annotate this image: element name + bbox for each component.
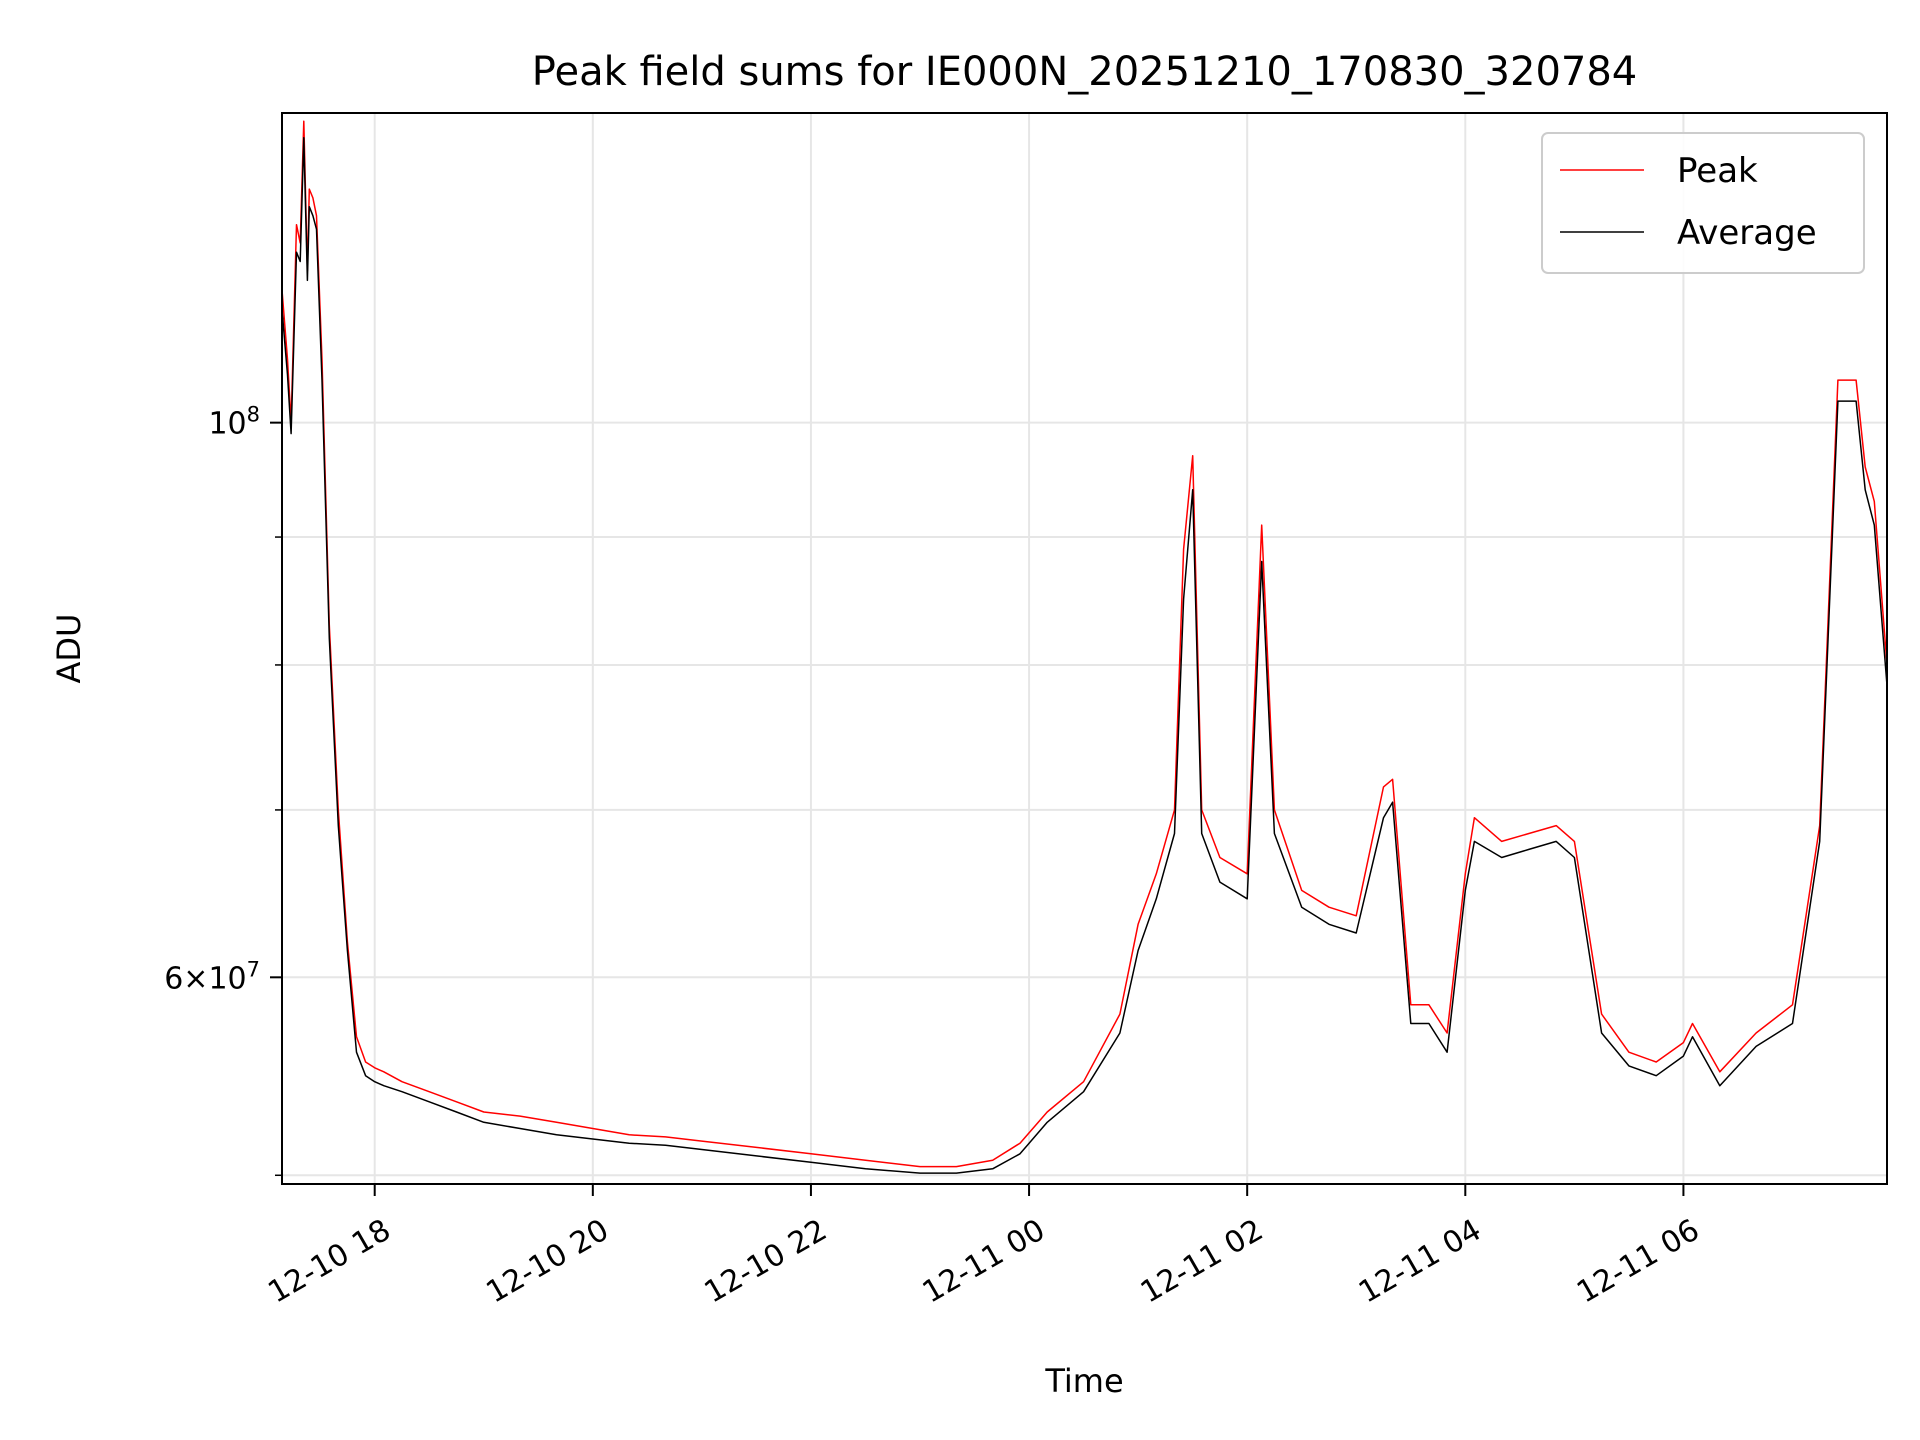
legend: Peak Average	[1541, 132, 1865, 274]
x-tick-label: 12-11 06	[1571, 1213, 1705, 1311]
x-tick-label: 12-11 00	[917, 1213, 1051, 1311]
x-tick-label: 12-10 20	[481, 1213, 615, 1311]
x-tick-label: 12-11 02	[1135, 1213, 1269, 1311]
legend-label-average: Average	[1677, 213, 1817, 253]
y-tick-label: 108	[208, 403, 260, 442]
x-axis-title: Time	[1044, 1362, 1123, 1400]
y-axis-title: ADU	[50, 614, 88, 684]
x-tick-label: 12-11 04	[1353, 1213, 1487, 1311]
chart-title: Peak field sums for IE000N_20251210_1708…	[532, 49, 1637, 95]
series-line-peak	[282, 120, 1887, 1168]
legend-box	[1541, 132, 1865, 274]
legend-label-peak: Peak	[1677, 151, 1758, 191]
grid-layer	[282, 113, 1887, 1184]
series-line-average	[282, 137, 1887, 1174]
x-tick-label: 12-10 22	[699, 1213, 833, 1311]
plot-frame	[281, 112, 1888, 1185]
y-tick-label: 6×107	[164, 957, 260, 996]
x-tick-label: 12-10 18	[262, 1213, 396, 1311]
tick-layer: 12-10 18 12-10 20 12-10 22 12-11 00 12-11 02…	[164, 403, 1705, 1311]
series-layer	[282, 120, 1887, 1174]
